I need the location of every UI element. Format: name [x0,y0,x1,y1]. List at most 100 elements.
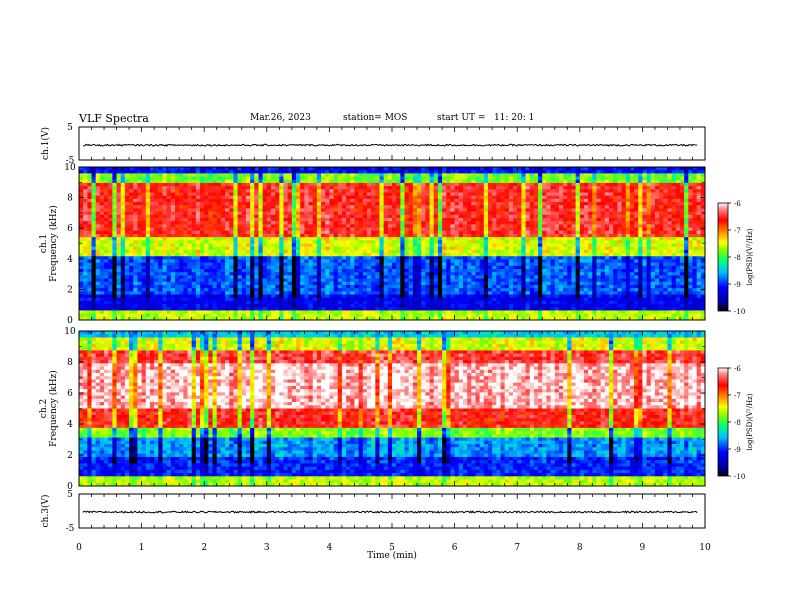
ch1-spectrogram-cell [195,243,201,248]
ch1-spectrogram-cell [270,233,276,238]
ch1-spectrogram-cell [379,237,385,241]
ch1-spectrogram-cell [133,208,138,213]
ch1-spectrogram-cell [104,167,109,171]
ch1-spectrogram-cell [354,227,360,232]
ch1-spectrogram-cell [467,176,472,181]
ch1-spectrogram-cell [525,233,531,238]
ch1-spectrogram-cell [609,243,614,248]
ch1-spectrogram-cell [279,224,284,228]
ch1-spectrogram-cell [329,173,334,177]
ch1-spectrogram-cell [542,233,547,238]
ch1-spectrogram-cell [212,259,218,264]
ch1-spectrogram-cell [583,195,589,200]
ch1-spectrogram-cell [187,237,193,241]
ch1-spectrogram-cell [245,243,251,248]
ch1-spectrogram-cell [642,240,647,244]
ch1-spectrogram-cell [174,202,180,206]
ch1-spectrogram-cell [609,173,614,177]
ch1-spectrogram-cell [229,167,234,171]
ch1-spectrogram-cell [588,240,593,244]
ch1-spectrogram-cell [216,272,222,276]
ch1-spectrogram-cell [354,246,360,251]
ch1-spectrogram-cell [83,240,88,244]
ch1-spectrogram-cell [341,186,347,190]
ch1-spectrogram-cell [166,246,172,251]
ch1-spectrogram-cell [358,205,364,209]
ch1-spectrogram-cell [479,170,485,174]
ch1-spectrogram-cell [270,195,276,200]
ch1-spectrogram-cell [366,170,372,174]
ch1-spectrogram-cell [225,224,230,228]
ch1-spectrogram-cell [208,179,213,184]
ch1-spectrogram-cell [275,186,280,190]
ch1-spectrogram-cell [467,211,472,216]
ch1-spectrogram-cell [517,240,522,244]
ch1-spectrogram-cell [504,237,510,241]
ch1-spectrogram-cell [583,202,589,206]
ch1-spectrogram-cell [446,221,451,225]
ch1-spectrogram-cell [396,259,401,264]
ch1-spectrogram-cell [216,179,222,184]
ch1-spectrogram-cell [304,240,309,244]
ch1-spectrogram-cell [362,230,368,235]
ch1-spectrogram-cell [200,189,205,193]
ch1-spectrogram-cell [684,173,689,177]
ch1-spectrogram-cell [191,173,197,177]
ch1-spectrogram-cell [529,182,535,187]
ch1-spectrogram-cell [558,211,564,216]
ch1-spectrogram-cell [183,167,188,171]
ch1-spectrogram-cell [283,233,289,238]
ch1-spectrogram-cell [350,195,355,200]
ch1-spectrogram-cell [433,249,439,254]
ch1-spectrogram-cell [392,173,397,177]
ch1-spectrogram-cell [170,208,176,213]
ch1-spectrogram-cell [87,211,92,216]
ch1-spectrogram-cell [337,192,343,197]
ch1-spectrogram-cell [350,256,355,260]
ch1-spectrogram-cell [237,189,243,193]
ch1-spectrogram-cell [679,167,685,171]
ch1-spectrogram-cell [383,237,389,241]
ch1-spectrogram-cell [408,173,414,177]
ch1-spectrogram-cell [454,243,460,248]
ch1-spectrogram-cell [700,262,706,267]
ch1-spectrogram-cell [684,269,689,273]
ch1-spectrogram-cell [321,167,326,171]
ch1-spectrogram-cell [508,265,514,270]
ch1-spectrogram-cell [137,218,142,222]
ch1-spectrogram-cell [467,227,472,232]
ch1-spectrogram-cell [233,259,238,264]
ch1-spectrogram-cell [266,259,272,264]
ch1-spectrogram-cell [195,249,201,254]
ch1-spectrogram-cell [225,256,230,260]
ch1-spectrogram-cell [229,269,234,273]
ch1-spectrogram-cell [179,195,184,200]
ch1-spectrogram-cell [354,208,360,213]
ch1-spectrogram-cell [104,265,109,270]
ch1-spectrogram-cell [316,246,322,251]
ch1-spectrogram-cell [392,224,397,228]
ch1-spectrogram-cell [371,202,376,206]
ch1-spectrogram-cell [583,227,589,232]
ch1-spectrogram-cell [129,211,134,216]
ch1-spectrogram-cell [688,182,693,187]
ch1-spectrogram-cell [350,227,355,232]
ch1-spectrogram-cell [99,224,105,228]
ch1-spectrogram-cell [462,198,468,203]
ch1-spectrogram-cell [371,176,376,181]
ch1-spectrogram-cell [467,240,472,244]
ch1-spectrogram-cell [404,214,410,219]
ch1-spectrogram-cell [312,205,318,209]
ch1-spectrogram-cell [521,237,526,241]
ch1-spectrogram-cell [700,214,706,219]
ch1-spectrogram-cell [675,249,681,254]
ch1-spectrogram-cell [104,208,109,213]
ch1-spectrogram-cell [300,202,305,206]
ch1-spectrogram-cell [375,262,380,267]
ch1-spectrogram-cell [629,265,635,270]
ch1-spectrogram-cell [508,233,514,238]
ch1-spectrogram-cell [220,173,226,177]
ch1-spectrogram-cell [216,195,222,200]
ch1-spectrogram-cell [99,272,105,276]
ch1-spectrogram-cell [671,179,677,184]
